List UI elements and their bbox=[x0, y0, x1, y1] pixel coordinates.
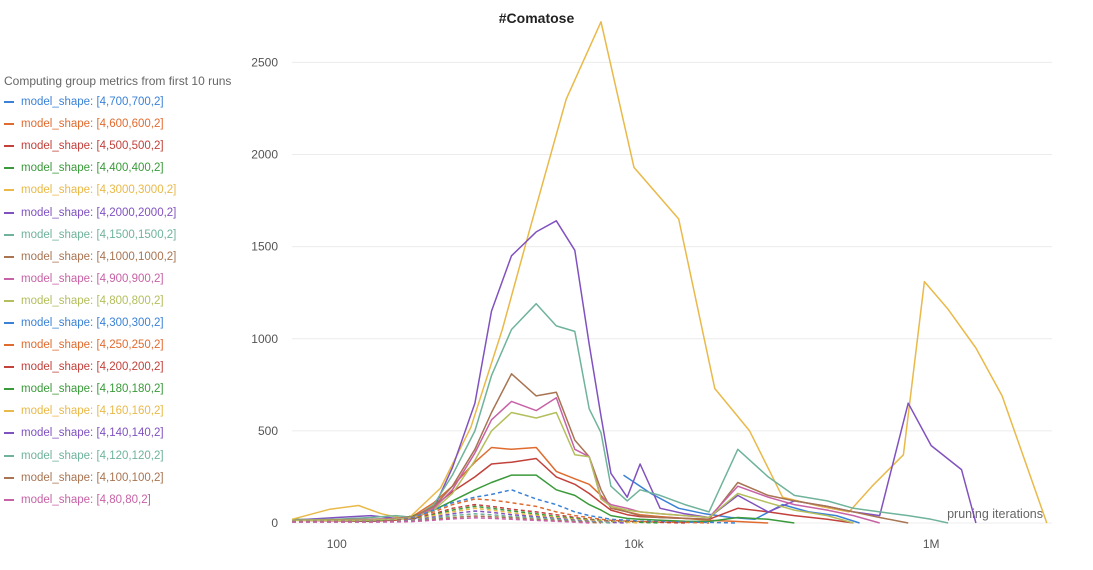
legend-swatch bbox=[4, 233, 14, 236]
x-axis-title: pruning iterations bbox=[947, 507, 1043, 521]
series-line bbox=[291, 457, 854, 524]
legend: Computing group metrics from first 10 ru… bbox=[4, 74, 231, 511]
legend-label: model_shape: [4,140,140,2] bbox=[21, 427, 164, 440]
legend-item[interactable]: model_shape: [4,200,200,2] bbox=[4, 356, 231, 378]
legend-label: model_shape: [4,80,80,2] bbox=[21, 493, 151, 506]
y-tick-label: 2000 bbox=[251, 148, 278, 162]
legend-label: model_shape: [4,500,500,2] bbox=[21, 140, 164, 153]
legend-swatch bbox=[4, 211, 14, 214]
legend-swatch bbox=[4, 476, 14, 479]
legend-swatch bbox=[4, 277, 14, 280]
x-tick-label: 1M bbox=[923, 537, 940, 551]
legend-item[interactable]: model_shape: [4,1500,1500,2] bbox=[4, 224, 231, 246]
legend-swatch bbox=[4, 189, 14, 192]
legend-label: model_shape: [4,600,600,2] bbox=[21, 118, 164, 131]
legend-swatch bbox=[4, 255, 14, 258]
legend-swatch bbox=[4, 299, 14, 302]
series-line bbox=[292, 411, 854, 524]
legend-item[interactable]: model_shape: [4,400,400,2] bbox=[4, 157, 231, 179]
legend-label: model_shape: [4,800,800,2] bbox=[21, 294, 164, 307]
legend-item[interactable]: model_shape: [4,600,600,2] bbox=[4, 113, 231, 135]
chart-title: #Comatose bbox=[498, 10, 575, 26]
legend-item[interactable]: model_shape: [4,250,250,2] bbox=[4, 334, 231, 356]
legend-item[interactable]: model_shape: [4,80,80,2] bbox=[4, 489, 231, 511]
legend-label: model_shape: [4,100,100,2] bbox=[21, 471, 164, 484]
y-tick-label: 1500 bbox=[251, 240, 278, 254]
legend-swatch bbox=[4, 366, 14, 369]
x-tick-label: 10k bbox=[624, 537, 644, 551]
legend-label: model_shape: [4,200,200,2] bbox=[21, 361, 164, 374]
legend-swatch bbox=[4, 410, 14, 413]
legend-label: model_shape: [4,2000,2000,2] bbox=[21, 206, 177, 219]
legend-header: Computing group metrics from first 10 ru… bbox=[4, 74, 232, 88]
legend-item[interactable]: model_shape: [4,1000,1000,2] bbox=[4, 246, 231, 268]
legend-item[interactable]: model_shape: [4,180,180,2] bbox=[4, 378, 231, 400]
legend-swatch bbox=[4, 454, 14, 457]
y-tick-label: 500 bbox=[258, 424, 278, 438]
legend-label: model_shape: [4,180,180,2] bbox=[21, 383, 164, 396]
legend-label: model_shape: [4,900,900,2] bbox=[21, 272, 164, 285]
y-tick-label: 0 bbox=[271, 516, 278, 530]
legend-label: model_shape: [4,400,400,2] bbox=[21, 162, 164, 175]
legend-label: model_shape: [4,700,700,2] bbox=[21, 96, 164, 109]
legend-label: model_shape: [4,1500,1500,2] bbox=[21, 228, 177, 241]
x-tick-label: 100 bbox=[327, 537, 347, 551]
series-line bbox=[292, 396, 880, 524]
legend-label: model_shape: [4,1000,1000,2] bbox=[21, 250, 177, 263]
series-line bbox=[292, 517, 590, 524]
legend-label: model_shape: [4,300,300,2] bbox=[21, 316, 164, 329]
legend-item[interactable]: model_shape: [4,140,140,2] bbox=[4, 422, 231, 444]
series-line bbox=[291, 373, 909, 524]
legend-label: model_shape: [4,120,120,2] bbox=[21, 449, 164, 462]
legend-swatch bbox=[4, 167, 14, 170]
legend-swatch bbox=[4, 388, 14, 391]
legend-label: model_shape: [4,250,250,2] bbox=[21, 339, 164, 352]
series-line bbox=[291, 302, 949, 524]
legend-label: model_shape: [4,3000,3000,2] bbox=[21, 184, 177, 197]
legend-swatch bbox=[4, 123, 14, 126]
legend-label: model_shape: [4,160,160,2] bbox=[21, 405, 164, 418]
legend-item[interactable]: model_shape: [4,700,700,2] bbox=[4, 91, 231, 113]
legend-item[interactable]: model_shape: [4,300,300,2] bbox=[4, 312, 231, 334]
legend-swatch bbox=[4, 498, 14, 501]
legend-item[interactable]: model_shape: [4,900,900,2] bbox=[4, 268, 231, 290]
legend-item[interactable]: model_shape: [4,100,100,2] bbox=[4, 467, 231, 489]
legend-item[interactable]: model_shape: [4,160,160,2] bbox=[4, 400, 231, 422]
series-line bbox=[292, 498, 710, 524]
legend-item[interactable]: model_shape: [4,800,800,2] bbox=[4, 290, 231, 312]
legend-swatch bbox=[4, 344, 14, 347]
legend-swatch bbox=[4, 432, 14, 435]
legend-swatch bbox=[4, 101, 14, 104]
legend-item[interactable]: model_shape: [4,3000,3000,2] bbox=[4, 179, 231, 201]
y-tick-label: 1000 bbox=[251, 332, 278, 346]
y-tick-label: 2500 bbox=[251, 55, 278, 69]
legend-swatch bbox=[4, 321, 14, 324]
legend-item[interactable]: model_shape: [4,500,500,2] bbox=[4, 135, 231, 157]
legend-item[interactable]: model_shape: [4,120,120,2] bbox=[4, 445, 231, 467]
legend-swatch bbox=[4, 145, 14, 148]
legend-item[interactable]: model_shape: [4,2000,2000,2] bbox=[4, 201, 231, 223]
series-line bbox=[291, 220, 977, 524]
